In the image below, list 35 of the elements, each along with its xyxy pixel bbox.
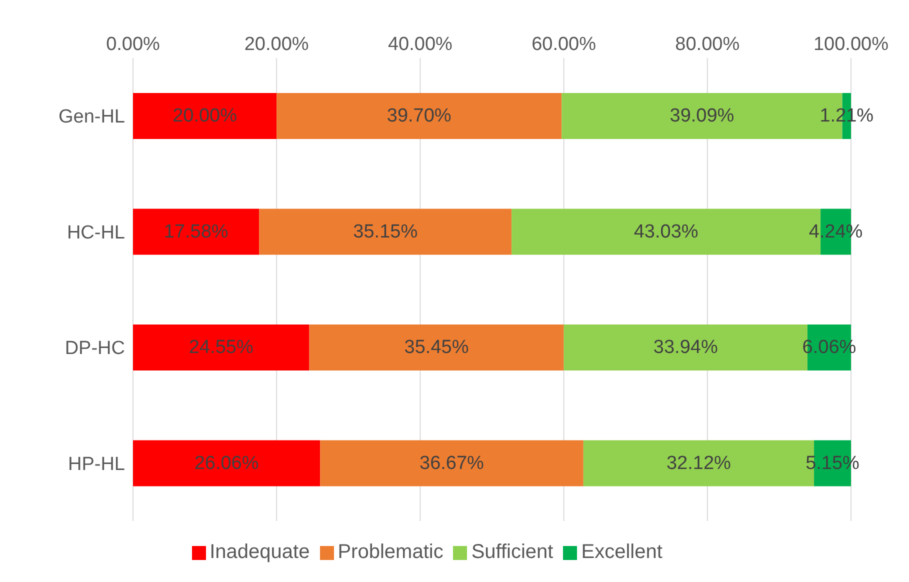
data-label: 33.94% [653,337,718,358]
y-tick-label: HP-HL [68,454,125,475]
bar [320,440,584,486]
y-tick-label: Gen-HL [58,106,125,128]
x-tick-label: 20.00% [244,34,309,55]
data-label: 35.15% [353,221,418,242]
legend-label: Inadequate [210,541,310,563]
bar [133,93,277,139]
x-tick-label: 80.00% [675,34,740,55]
x-tick-label: 0.00% [106,34,160,55]
x-tick-label: 40.00% [388,34,453,55]
data-label: 36.67% [420,452,484,474]
x-tick-label: 60.00% [532,34,596,55]
legend-label: Excellent [581,541,662,563]
bar [276,93,562,139]
bar [133,324,310,370]
x-tick-label: 100.00% [813,34,889,55]
data-label: 24.55% [188,337,254,358]
legend-label: Problematic [338,541,444,563]
data-label: 32.12% [666,452,732,474]
data-label: 35.45% [404,337,469,358]
y-tick-label: HC-HL [66,222,125,244]
bar [259,208,512,255]
legend-label: Sufficient [471,541,554,563]
data-label: 39.70% [386,106,452,126]
y-tick-label: DP-HC [64,338,125,360]
data-label: 20.00% [172,106,238,126]
data-label: 26.06% [194,452,259,474]
data-label: 39.09% [670,106,734,126]
bar [133,208,260,255]
bar [309,324,564,370]
data-label: 43.03% [634,221,698,242]
data-label: 1.21% [820,106,874,126]
data-label: 17.58% [164,221,228,242]
bar [133,440,320,486]
